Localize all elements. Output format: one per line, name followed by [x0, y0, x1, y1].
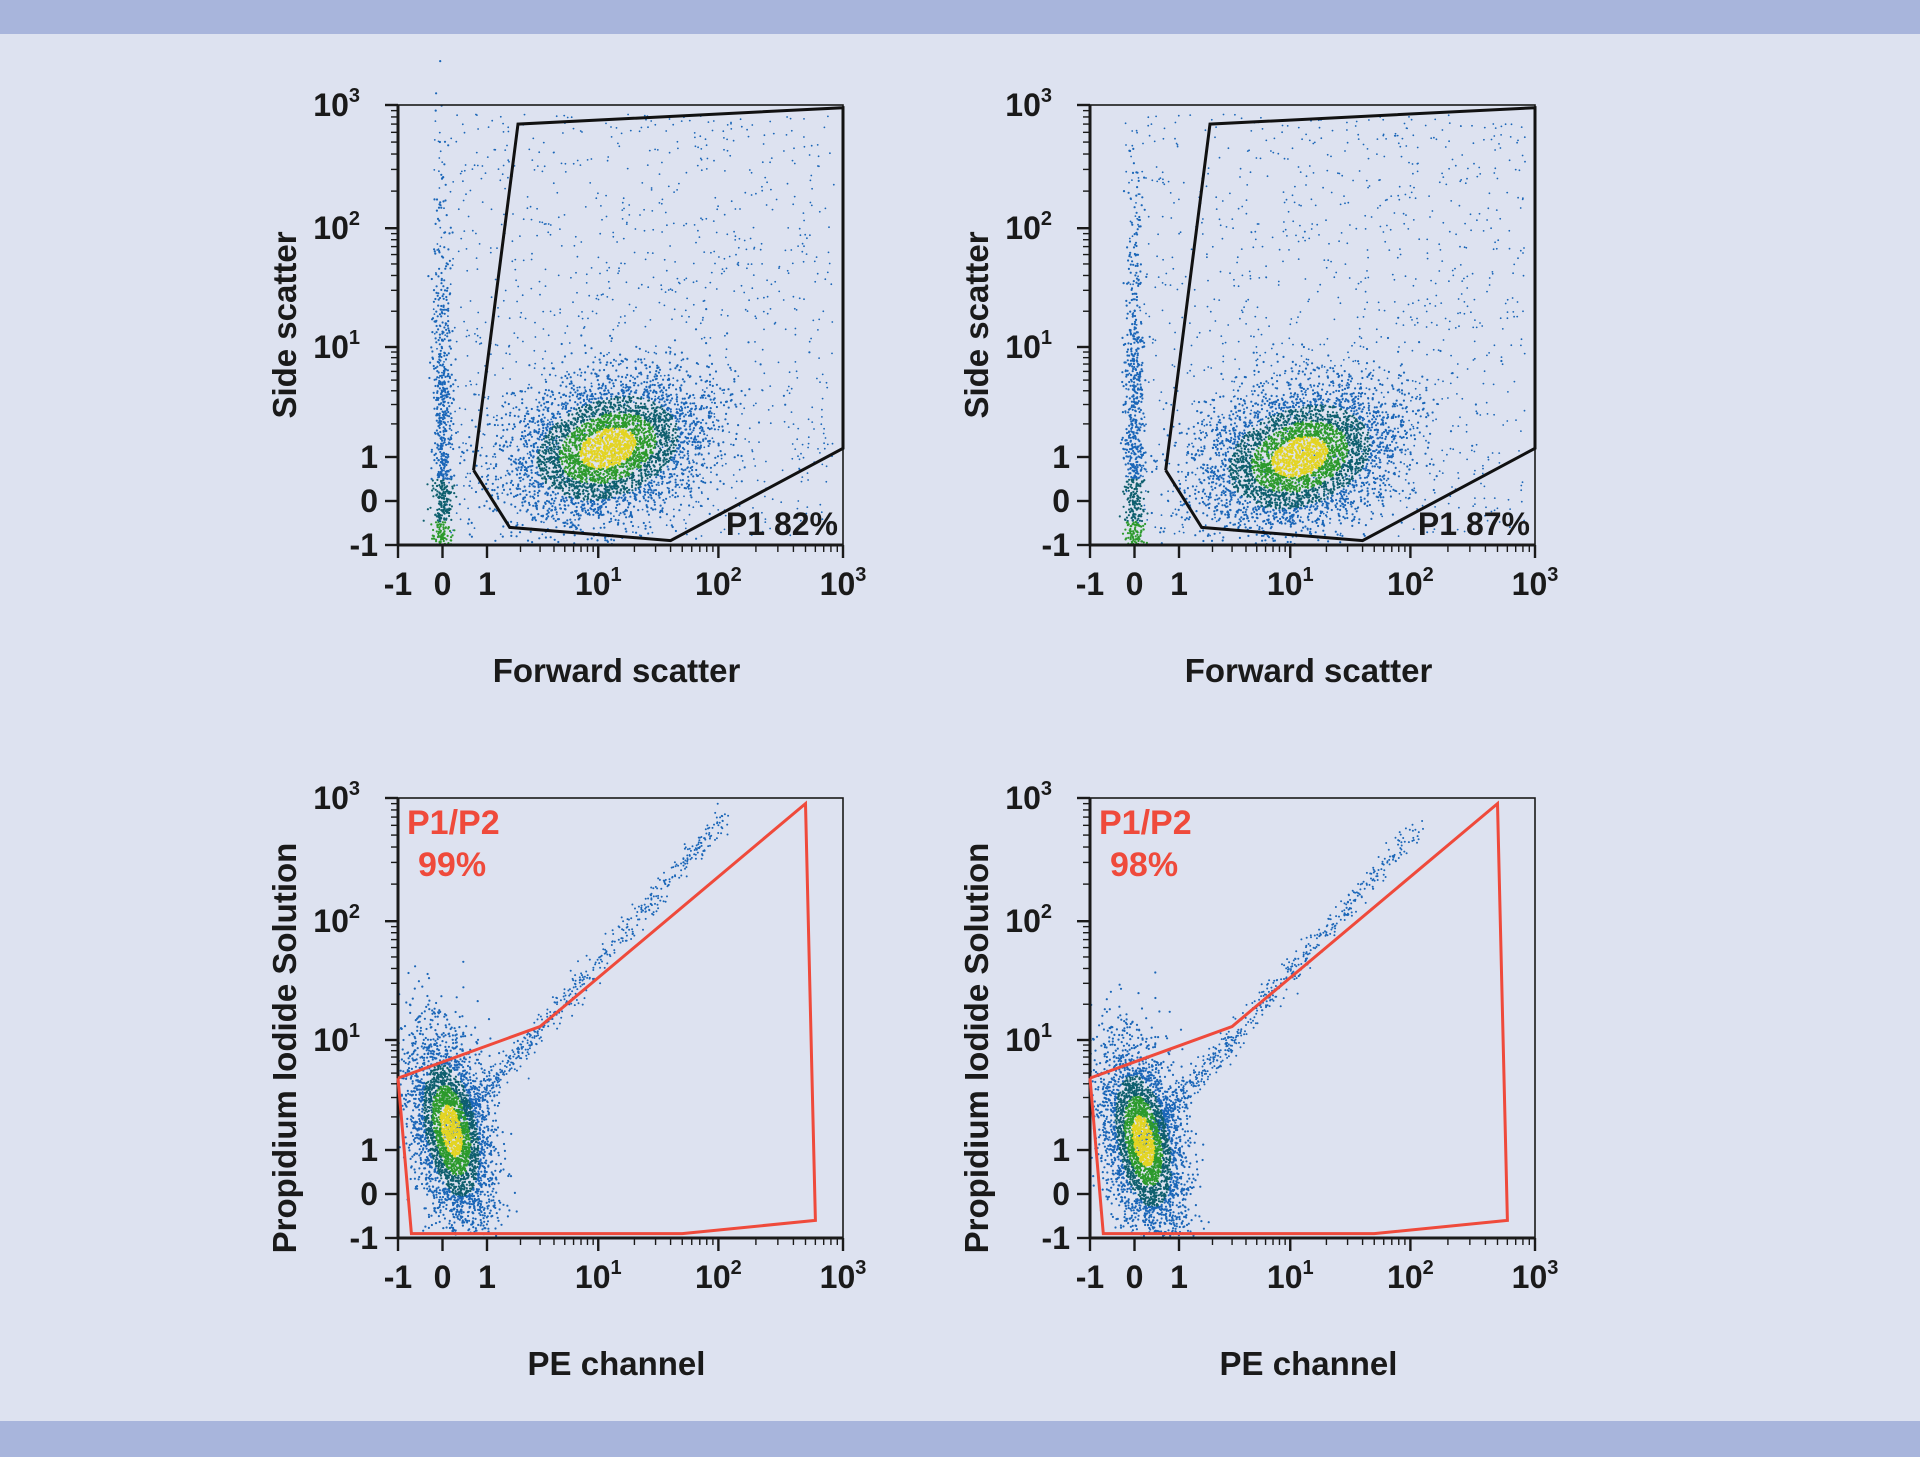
- x-tick-label: 1: [478, 566, 496, 602]
- x-tick-label: 0: [434, 566, 452, 602]
- y-tick-label: -1: [1042, 527, 1070, 563]
- bottom-band: [0, 1421, 1920, 1457]
- x-tick-label: 102: [1387, 564, 1434, 602]
- x-tick-label: 103: [820, 564, 867, 602]
- y-tick-label: 101: [1005, 1020, 1052, 1058]
- x-axis-title: Forward scatter: [493, 652, 741, 689]
- y-axis-title: Side scatter: [958, 231, 995, 418]
- gate-polygon: [1164, 106, 1537, 543]
- y-tick-label: 0: [1052, 483, 1070, 519]
- x-tick-label: 102: [1387, 1257, 1434, 1295]
- y-tick-label: 103: [313, 85, 360, 123]
- gate-name-label: P1/P2: [1099, 804, 1192, 842]
- y-tick-label: 102: [1005, 208, 1052, 246]
- y-tick-label: -1: [1042, 1220, 1070, 1256]
- data-point-cloud: [1118, 113, 1526, 547]
- y-tick-label: 102: [1005, 901, 1052, 939]
- x-tick-label: 103: [1512, 1257, 1559, 1295]
- x-axis-title: PE channel: [1220, 1345, 1398, 1382]
- y-tick-label: 103: [313, 778, 360, 816]
- x-tick-label: 101: [575, 564, 622, 602]
- x-tick-label: 101: [575, 1257, 622, 1295]
- data-point-cloud: [422, 60, 835, 547]
- x-tick-label: 1: [1170, 1259, 1188, 1295]
- x-tick-label: 102: [695, 564, 742, 602]
- y-tick-label: -1: [350, 1220, 378, 1256]
- y-tick-label: 101: [313, 1020, 360, 1058]
- x-tick-label: -1: [384, 566, 412, 602]
- x-tick-label: 1: [1170, 566, 1188, 602]
- y-axis-title: Side scatter: [266, 231, 303, 418]
- plot-frame: [1089, 104, 1536, 546]
- x-tick-label: -1: [1076, 1259, 1104, 1295]
- gate-polygon: [1088, 800, 1509, 1236]
- x-axis-title: PE channel: [528, 1345, 706, 1382]
- x-tick-label: 0: [1126, 1259, 1144, 1295]
- gate-name-label: P1/P2: [407, 804, 500, 842]
- y-tick-label: 0: [360, 483, 378, 519]
- x-tick-label: 103: [1512, 564, 1559, 602]
- x-tick-label: 1: [478, 1259, 496, 1295]
- x-tick-label: 103: [820, 1257, 867, 1295]
- gate-polygon: [472, 106, 845, 543]
- gate-label: P1 87%: [1418, 506, 1530, 542]
- y-tick-label: 103: [1005, 778, 1052, 816]
- y-tick-label: 1: [360, 439, 378, 475]
- data-point-cloud: [397, 802, 730, 1237]
- y-tick-label: 102: [313, 208, 360, 246]
- y-tick-label: 1: [360, 1132, 378, 1168]
- x-tick-label: 0: [1126, 566, 1144, 602]
- gate-label: P1 82%: [726, 506, 838, 542]
- y-tick-label: 101: [313, 327, 360, 365]
- y-tick-label: 103: [1005, 85, 1052, 123]
- x-tick-label: -1: [384, 1259, 412, 1295]
- x-tick-label: 101: [1267, 564, 1314, 602]
- y-tick-label: 0: [1052, 1176, 1070, 1212]
- y-tick-label: 1: [1052, 439, 1070, 475]
- x-tick-label: -1: [1076, 566, 1104, 602]
- data-point-cloud: [1089, 820, 1424, 1237]
- y-axis-title: Propidium Iodide Solution: [958, 843, 995, 1254]
- x-tick-label: 102: [695, 1257, 742, 1295]
- gate-percent-label: 98%: [1110, 846, 1178, 884]
- x-tick-label: 101: [1267, 1257, 1314, 1295]
- gate-percent-label: 99%: [418, 846, 486, 884]
- y-tick-label: 1: [1052, 1132, 1070, 1168]
- y-tick-label: 101: [1005, 327, 1052, 365]
- y-tick-label: 102: [313, 901, 360, 939]
- x-axis-title: Forward scatter: [1185, 652, 1433, 689]
- y-tick-label: 0: [360, 1176, 378, 1212]
- gate-polygon: [396, 800, 817, 1236]
- y-axis-title: Propidium Iodide Solution: [266, 843, 303, 1254]
- y-tick-label: -1: [350, 527, 378, 563]
- top-band: [0, 0, 1920, 34]
- x-tick-label: 0: [434, 1259, 452, 1295]
